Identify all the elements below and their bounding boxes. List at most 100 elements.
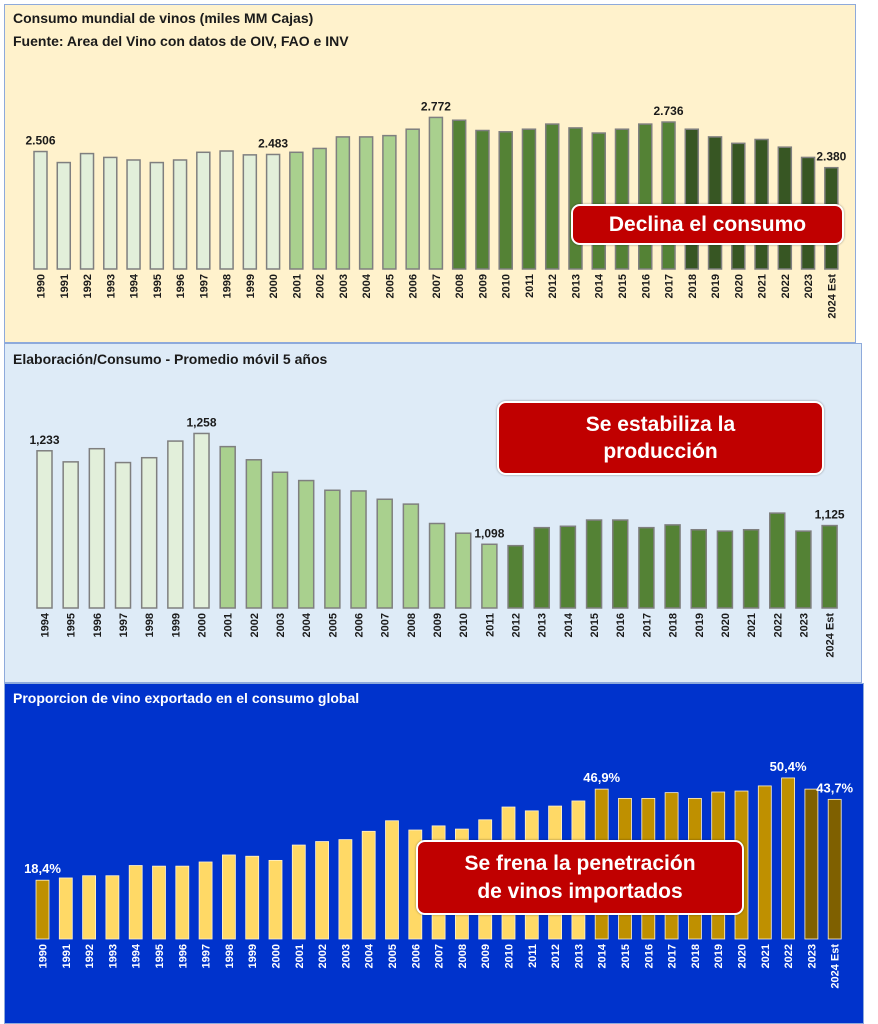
bar-2016 [638, 123, 653, 270]
bar-2001 [291, 844, 306, 940]
x-tick-label: 2011 [527, 944, 539, 968]
chart-title: Consumo mundial de vinos (miles MM Cajas… [13, 10, 314, 26]
x-tick-label: 1999 [247, 944, 259, 968]
callout-text-line1: Se estabiliza la [585, 412, 736, 436]
x-tick-label: 2003 [338, 274, 350, 298]
bar-2006 [350, 490, 367, 609]
x-tick-label: 2014 [563, 612, 575, 637]
bar-2022 [769, 512, 786, 609]
data-label: 2.772 [421, 99, 451, 113]
bar-2006 [405, 128, 420, 270]
callout-text-line2: de vinos importados [477, 879, 683, 903]
x-tick-label: 2000 [271, 944, 283, 968]
bar-2010 [498, 131, 513, 270]
bar-2011 [521, 128, 537, 270]
x-tick-label: 1991 [59, 274, 71, 298]
x-tick-label: 2000 [268, 274, 280, 298]
data-label: 18,4% [24, 861, 61, 876]
bar-2018 [664, 524, 681, 609]
x-tick-label: 1997 [201, 944, 213, 968]
x-tick-label: 2013 [570, 274, 582, 298]
bar-2002 [312, 147, 327, 270]
x-tick-label: 1993 [107, 944, 119, 968]
x-tick-label: 2014 [594, 273, 606, 298]
consumo-bar-chart: 1990 2.506 1991 1992 1993 1994 1995 1996 1997 199… [25, 99, 846, 319]
bar-1994 [126, 159, 141, 270]
bar-2008 [402, 503, 420, 609]
bar-2019 [690, 528, 707, 609]
x-tick-label: 2019 [710, 274, 722, 298]
x-tick-label: 2020 [733, 274, 745, 298]
bar-2023 [795, 530, 812, 609]
bar-2001 [219, 445, 236, 609]
bar-2000 [265, 153, 281, 270]
x-tick-label: 2024 Est [825, 613, 837, 658]
bar-1996 [175, 865, 190, 940]
x-tick-label: 2013 [573, 944, 585, 968]
chart-title: Elaboración/Consumo - Promedio móvil 5 a… [13, 351, 328, 367]
x-tick-label: 1994 [40, 612, 52, 637]
x-tick-label: 2009 [480, 944, 492, 968]
bar-2002 [245, 459, 263, 609]
bar-2024-est [821, 524, 838, 609]
x-tick-label: 2023 [798, 613, 810, 637]
data-label: 2.483 [258, 136, 288, 150]
bar-2012 [544, 123, 560, 270]
x-tick-label: 2022 [772, 613, 784, 637]
x-tick-label: 2017 [667, 944, 679, 968]
x-tick-label: 2019 [713, 944, 725, 968]
bar-2016 [611, 519, 629, 609]
bar-1994 [36, 450, 53, 609]
bar-2015 [585, 519, 603, 609]
x-tick-label: 2010 [458, 613, 470, 637]
x-tick-label: 2017 [641, 613, 653, 637]
x-tick-label: 2024 Est [830, 944, 842, 989]
bar-1997 [198, 861, 213, 940]
callout-frena: Se frena la penetración de vinos importa… [416, 840, 744, 915]
x-tick-label: 2015 [620, 944, 632, 968]
bar-2009 [475, 129, 490, 270]
x-tick-label: 1999 [245, 274, 257, 298]
bar-2018 [684, 128, 700, 270]
x-tick-label: 2005 [384, 274, 396, 298]
x-tick-label: 2024 Est [826, 274, 838, 319]
x-tick-label: 2002 [315, 274, 327, 298]
bar-2005 [385, 820, 399, 940]
bar-2000 [193, 432, 210, 609]
bar-1998 [219, 150, 234, 270]
bar-2003 [335, 136, 351, 270]
x-tick-label: 2005 [387, 944, 399, 968]
x-tick-label: 1997 [118, 613, 130, 637]
bar-2021 [757, 785, 772, 940]
x-tick-label: 2006 [354, 613, 366, 637]
x-tick-label: 2015 [617, 274, 629, 298]
x-tick-label: 2013 [537, 613, 549, 637]
x-tick-label: 1996 [177, 944, 189, 968]
consumo-chart-panel: Consumo mundial de vinos (miles MM Cajas… [4, 4, 856, 343]
x-tick-label: 2006 [408, 274, 420, 298]
x-tick-label: 2007 [380, 613, 392, 637]
callout-declina: Declina el consumo [571, 204, 844, 245]
data-label: 46,9% [583, 770, 620, 785]
bar-1996 [88, 447, 106, 609]
x-tick-label: 2022 [780, 274, 792, 298]
x-tick-label: 2010 [504, 944, 516, 968]
x-tick-label: 2014 [597, 943, 609, 968]
bar-2024-est [827, 798, 842, 940]
x-tick-label: 2004 [364, 943, 376, 968]
data-label: 1,233 [29, 433, 59, 447]
x-tick-label: 2016 [640, 274, 652, 298]
x-tick-label: 2003 [340, 944, 352, 968]
callout-estabiliza: Se estabiliza la producción [497, 401, 824, 475]
bar-2017 [661, 121, 676, 270]
bar-1995 [62, 461, 79, 609]
x-tick-label: 1994 [131, 943, 143, 968]
bar-2023 [804, 788, 819, 940]
x-tick-label: 2018 [668, 613, 680, 637]
exportado-chart-panel: Proporcion de vino exportado en el consu… [4, 683, 864, 1024]
x-tick-label: 2009 [477, 274, 489, 298]
x-tick-label: 1990 [38, 944, 50, 968]
bar-1993 [103, 156, 118, 270]
x-tick-label: 2008 [406, 613, 418, 637]
x-tick-label: 2011 [484, 613, 496, 637]
